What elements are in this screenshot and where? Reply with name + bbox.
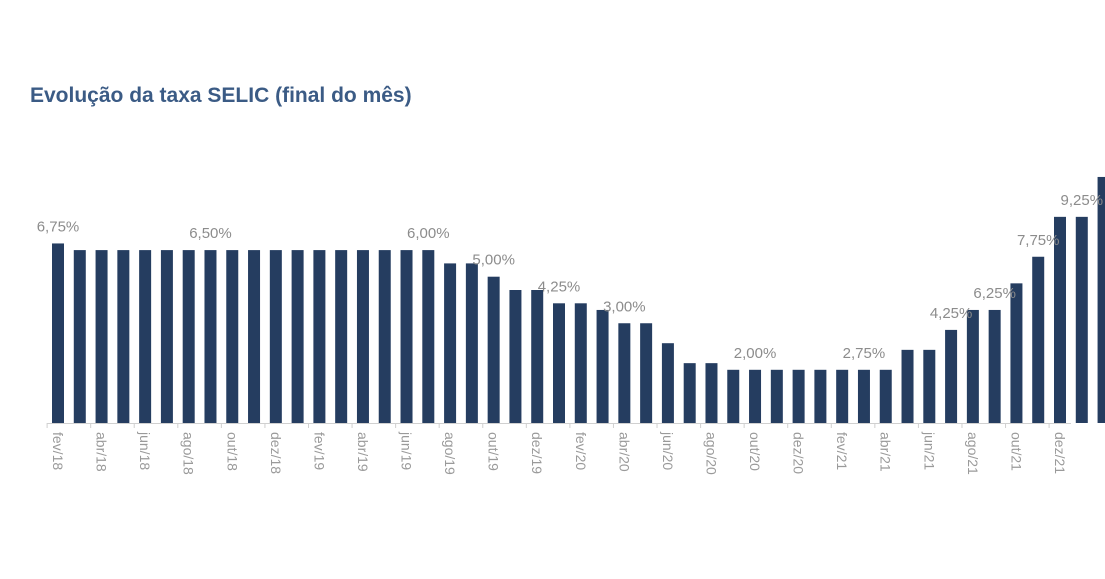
x-tick-label: out/18 bbox=[224, 432, 240, 471]
bar-fev/20 bbox=[574, 303, 587, 423]
x-tick-label: fev/19 bbox=[311, 432, 327, 470]
bar-jun/20 bbox=[661, 343, 674, 423]
data-label: 6,50% bbox=[189, 225, 232, 242]
data-label: 5,00% bbox=[472, 252, 515, 269]
data-label: 2,00% bbox=[734, 345, 777, 362]
x-tick-label: ago/20 bbox=[703, 432, 719, 475]
x-tick-label: out/20 bbox=[747, 432, 763, 471]
data-label: 7,75% bbox=[1017, 232, 1060, 249]
data-label: 6,25% bbox=[973, 285, 1016, 302]
x-tick-label: dez/19 bbox=[529, 432, 545, 474]
x-tick-label: abr/20 bbox=[616, 432, 632, 472]
bar-jul/18 bbox=[160, 250, 173, 423]
bar-set/21 bbox=[988, 309, 1001, 423]
x-tick-label: dez/20 bbox=[791, 432, 807, 474]
bar-abr/21 bbox=[879, 369, 892, 423]
x-tick-label: jun/21 bbox=[921, 431, 937, 470]
x-tick-label: jun/18 bbox=[137, 431, 153, 470]
bar-out/18 bbox=[226, 250, 239, 423]
x-tick-label: out/21 bbox=[1008, 432, 1024, 471]
x-tick-label: ago/19 bbox=[442, 432, 458, 475]
x-tick-label: dez/18 bbox=[268, 432, 284, 474]
bar-jan/21 bbox=[814, 369, 827, 423]
bar-ago/21 bbox=[966, 309, 979, 423]
bar-out/21 bbox=[1010, 283, 1023, 423]
x-tick-label: abr/19 bbox=[355, 432, 371, 472]
bar-mai/19 bbox=[378, 250, 391, 423]
bar-set/20 bbox=[727, 369, 740, 423]
data-label: 9,25% bbox=[1061, 192, 1104, 209]
bar-jun/19 bbox=[400, 250, 413, 423]
bar-mar/18 bbox=[73, 250, 86, 423]
bar-mai/18 bbox=[117, 250, 130, 423]
bar-undefined bbox=[1097, 176, 1105, 423]
bar-mai/20 bbox=[640, 323, 653, 423]
bar-jul/19 bbox=[422, 250, 435, 423]
bar-fev/21 bbox=[836, 369, 849, 423]
bar-fev/18 bbox=[52, 243, 64, 423]
bar-dez/20 bbox=[792, 369, 805, 423]
bar-out/20 bbox=[749, 369, 762, 423]
bar-jun/18 bbox=[139, 250, 152, 423]
bar-out/19 bbox=[487, 276, 500, 423]
x-tick-label: fev/20 bbox=[573, 432, 589, 470]
data-label: 4,25% bbox=[538, 278, 581, 295]
x-tick-label: jun/19 bbox=[399, 431, 415, 470]
bar-jan/19 bbox=[291, 250, 304, 423]
bar-jul/20 bbox=[683, 363, 696, 423]
bar-mai/21 bbox=[901, 349, 914, 423]
x-tick-label: out/19 bbox=[486, 432, 502, 471]
bar-set/19 bbox=[465, 263, 478, 423]
bar-mar/19 bbox=[335, 250, 348, 423]
bar-abr/19 bbox=[356, 250, 369, 423]
bar-nov/19 bbox=[509, 290, 522, 423]
bar-abr/20 bbox=[618, 323, 631, 423]
bar-jun/21 bbox=[923, 349, 936, 423]
bar-nov/18 bbox=[248, 250, 261, 423]
bar-set/18 bbox=[204, 250, 217, 423]
bar-ago/18 bbox=[182, 250, 195, 423]
data-label: 2,75% bbox=[843, 345, 886, 362]
data-label: 6,75% bbox=[37, 218, 80, 235]
bar-nov/20 bbox=[770, 369, 783, 423]
x-tick-label: jun/20 bbox=[660, 431, 676, 470]
x-tick-label: dez/21 bbox=[1052, 432, 1068, 474]
x-tick-label: fev/21 bbox=[834, 432, 850, 470]
x-tick-label: fev/18 bbox=[50, 432, 66, 470]
bar-dez/18 bbox=[269, 250, 282, 423]
bar-jan/20 bbox=[553, 303, 565, 423]
bar-abr/18 bbox=[95, 250, 108, 423]
bar-nov/21 bbox=[1032, 256, 1045, 423]
bar-mar/20 bbox=[596, 309, 609, 423]
bar-ago/20 bbox=[705, 363, 718, 423]
x-tick-label: abr/21 bbox=[878, 432, 894, 472]
x-tick-label: ago/21 bbox=[965, 432, 981, 475]
x-tick-label: ago/18 bbox=[181, 432, 197, 475]
bar-undefined bbox=[1075, 216, 1088, 423]
bar-mar/21 bbox=[857, 369, 870, 423]
chart-title: Evolução da taxa SELIC (final do mês) bbox=[30, 84, 412, 107]
bar-dez/21 bbox=[1054, 216, 1066, 423]
x-tick-label: abr/18 bbox=[94, 432, 110, 472]
bar-ago/19 bbox=[444, 263, 457, 423]
bar-dez/19 bbox=[531, 290, 544, 423]
bar-jul/21 bbox=[945, 329, 958, 423]
bar-fev/19 bbox=[313, 250, 326, 423]
data-label: 3,00% bbox=[603, 298, 646, 315]
data-label: 4,25% bbox=[930, 305, 973, 322]
data-label: 6,00% bbox=[407, 225, 450, 242]
